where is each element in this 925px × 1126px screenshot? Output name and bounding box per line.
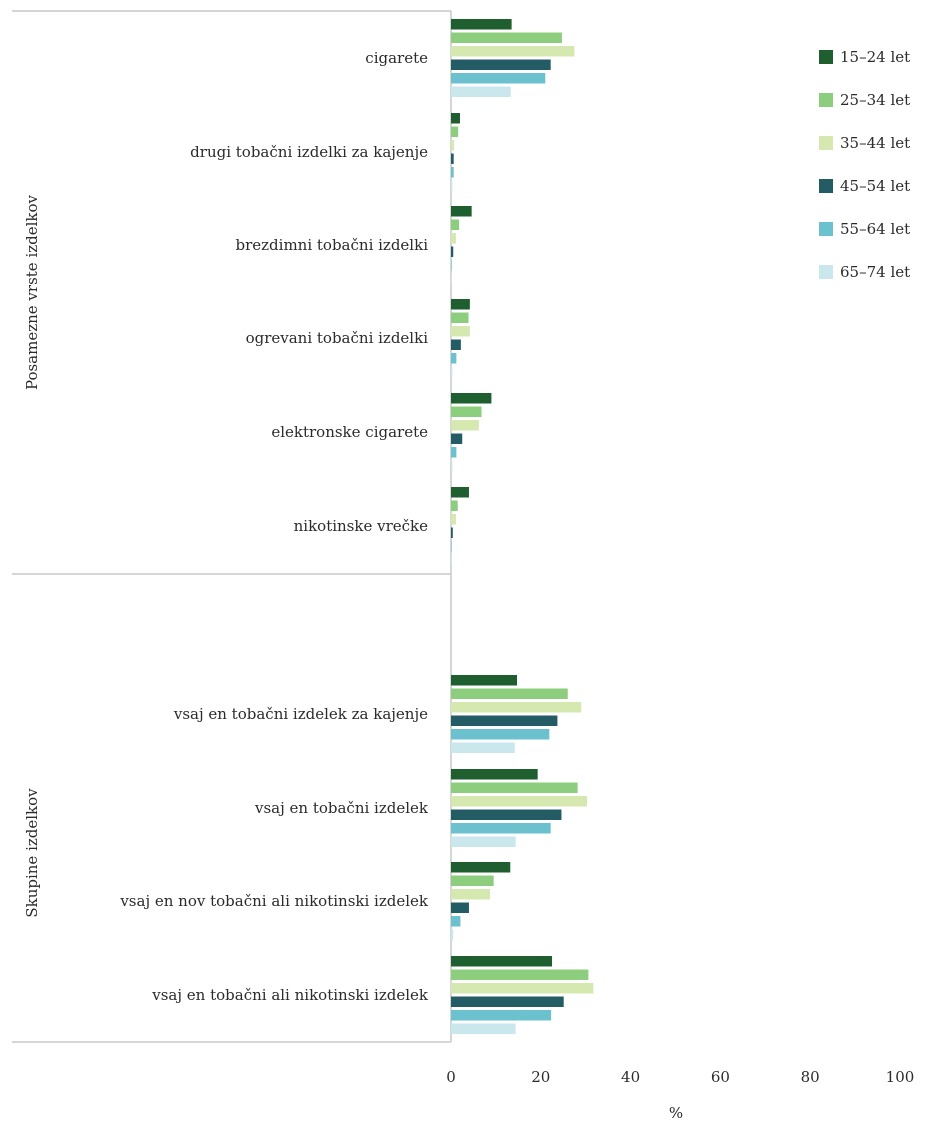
bar — [451, 514, 456, 525]
bar — [451, 153, 454, 164]
bar — [451, 246, 454, 257]
x-tick-label: 80 — [801, 1068, 820, 1086]
bar — [451, 233, 456, 244]
bar — [451, 420, 479, 431]
bar — [451, 86, 511, 97]
group-label: Posamezne vrste izdelkov — [23, 194, 41, 390]
bar — [451, 1010, 552, 1021]
bar — [451, 299, 470, 310]
bar — [451, 73, 546, 84]
bar — [451, 836, 516, 847]
category-label: drugi tobačni izdelki za kajenje — [190, 143, 428, 161]
bar — [451, 500, 458, 511]
bar — [451, 406, 482, 417]
category-label: brezdimni tobačni izdelki — [236, 236, 429, 254]
x-tick-label: 100 — [886, 1068, 915, 1086]
bar — [451, 59, 551, 70]
legend-label: 25–34 let — [840, 91, 910, 109]
category-label: vsaj en nov tobačni ali nikotinski izdel… — [119, 892, 429, 910]
bar — [451, 433, 463, 444]
bar — [451, 140, 455, 151]
bar — [451, 809, 562, 820]
bar — [451, 219, 460, 230]
bar — [451, 823, 551, 834]
bar — [451, 929, 454, 940]
bar — [451, 996, 564, 1007]
bar — [451, 969, 589, 980]
category-label: ogrevani tobačni izdelki — [246, 329, 429, 347]
legend-swatch — [819, 93, 833, 107]
bar — [451, 729, 550, 740]
bar — [451, 956, 553, 967]
bar — [451, 46, 575, 57]
bar — [451, 113, 460, 124]
bar — [451, 260, 452, 271]
category-label: cigarete — [365, 49, 428, 67]
bar — [451, 875, 494, 886]
bar — [451, 769, 538, 780]
legend-swatch — [819, 136, 833, 150]
bar — [451, 19, 512, 30]
legend-swatch — [819, 179, 833, 193]
category-label: nikotinske vrečke — [294, 517, 429, 535]
x-axis-label: % — [669, 1104, 683, 1122]
group-label: Skupine izdelkov — [23, 788, 41, 918]
bar — [451, 782, 578, 793]
bar — [451, 702, 582, 713]
bar — [451, 353, 457, 364]
legend-label: 35–44 let — [840, 134, 910, 152]
legend-label: 65–74 let — [840, 263, 910, 281]
bar — [451, 460, 453, 471]
bar — [451, 167, 454, 178]
bar — [451, 487, 469, 498]
bar — [451, 273, 452, 284]
bar — [451, 180, 453, 191]
bar — [451, 715, 558, 726]
x-tick-label: 20 — [531, 1068, 550, 1086]
category-label: vsaj en tobačni ali nikotinski izdelek — [151, 986, 429, 1004]
legend-swatch — [819, 50, 833, 64]
category-label: vsaj en tobačni izdelek — [254, 799, 429, 817]
bar — [451, 366, 453, 377]
bar — [451, 675, 518, 686]
x-tick-label: 60 — [711, 1068, 730, 1086]
bar — [451, 126, 459, 137]
legend-swatch — [819, 265, 833, 279]
bar — [451, 447, 457, 458]
legend-label: 55–64 let — [840, 220, 910, 238]
bar — [451, 206, 472, 217]
legend-label: 45–54 let — [840, 177, 910, 195]
x-tick-label: 0 — [446, 1068, 456, 1086]
bar — [451, 902, 469, 913]
bar — [451, 889, 491, 900]
bar — [451, 796, 588, 807]
bar — [451, 312, 469, 323]
bar — [451, 1023, 516, 1034]
category-label: vsaj en tobačni izdelek za kajenje — [173, 705, 428, 723]
bar — [451, 339, 461, 350]
legend-swatch — [819, 222, 833, 236]
bar — [451, 916, 461, 927]
bar — [451, 983, 594, 994]
bar — [451, 32, 562, 43]
bar — [451, 393, 492, 404]
x-tick-label: 40 — [621, 1068, 640, 1086]
bar — [451, 554, 452, 565]
bar — [451, 326, 470, 337]
bar — [451, 527, 453, 538]
legend-label: 15–24 let — [840, 48, 910, 66]
bar — [451, 862, 511, 873]
category-label: elektronske cigarete — [271, 423, 428, 441]
bar — [451, 742, 515, 753]
bar — [451, 688, 568, 699]
bar — [451, 541, 452, 552]
